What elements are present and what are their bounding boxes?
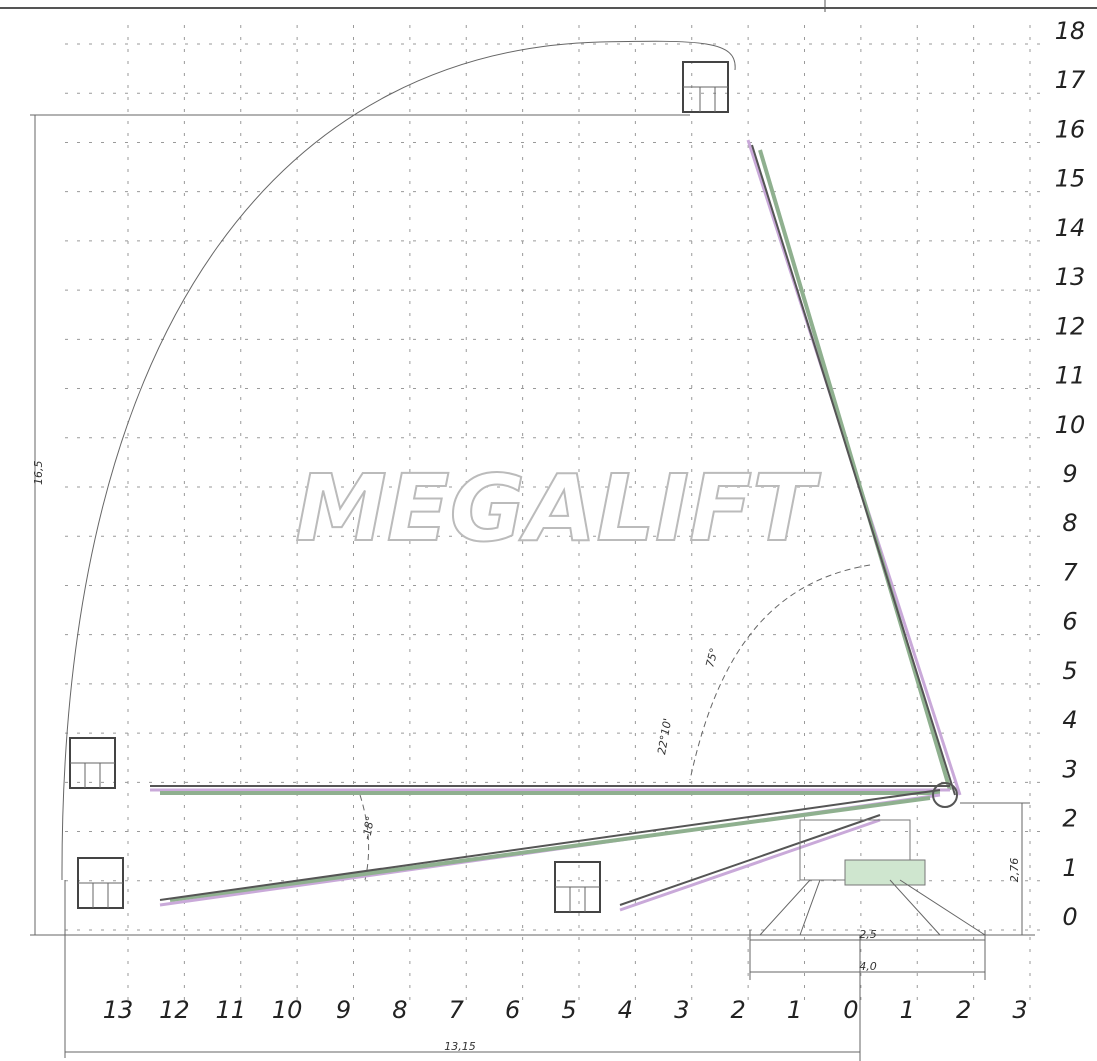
x-label: 6 [505, 996, 520, 1024]
x-label: 11 [215, 996, 246, 1024]
angle-arc [690, 565, 870, 780]
y-label: 11 [1055, 362, 1086, 390]
y-label: 17 [1055, 66, 1086, 94]
y-label: 14 [1055, 214, 1086, 242]
y-label: 1 [1062, 854, 1077, 882]
y-label: 3 [1062, 755, 1077, 783]
x-label: 5 [561, 996, 576, 1024]
x-label: 3 [674, 996, 689, 1024]
x-label: 0 [843, 996, 858, 1024]
y-label: 4 [1062, 706, 1077, 734]
dim-reach: 13,15 [444, 1040, 476, 1053]
diagram: MEGALIFT 16,5 2,5 4,0 2,76 13,15 75° 22°… [0, 0, 1097, 1061]
x-label: 12 [159, 996, 190, 1024]
y-label: 6 [1062, 608, 1077, 636]
x-label: 4 [618, 996, 633, 1024]
y-label: 18 [1055, 17, 1086, 45]
x-label: 2 [730, 996, 745, 1024]
y-label: 13 [1055, 263, 1086, 291]
x-label: 3 [1012, 996, 1027, 1024]
x-label: 10 [272, 996, 303, 1024]
basket-left-low [78, 858, 123, 908]
x-label: 13 [103, 996, 134, 1024]
angle-upper: 75° [703, 647, 721, 669]
watermark: MEGALIFT [295, 455, 821, 562]
dim-base: 2,76 [1008, 858, 1021, 883]
y-label: 8 [1062, 509, 1077, 537]
basket-left-high [70, 738, 115, 788]
y-label: 7 [1062, 558, 1078, 586]
y-label: 12 [1055, 312, 1086, 340]
y-label: 0 [1062, 903, 1077, 931]
x-label: 9 [336, 996, 351, 1024]
y-label: 9 [1062, 460, 1077, 488]
x-label: 7 [449, 996, 465, 1024]
x-label: 8 [392, 996, 407, 1024]
x-label: 1 [900, 996, 915, 1024]
basket-top [683, 62, 728, 112]
boom-low-long [160, 790, 940, 905]
y-label: 16 [1055, 115, 1086, 143]
x-label: 2 [956, 996, 971, 1024]
angle-mid: 22°10' [655, 717, 674, 755]
dim-height: 16,5 [32, 461, 45, 486]
y-label: 5 [1062, 657, 1077, 685]
angle-lower: -18° [360, 815, 377, 840]
dim-outer: 4,0 [859, 960, 877, 973]
y-label: 2 [1062, 805, 1077, 833]
y-label: 10 [1055, 411, 1086, 439]
y-label: 15 [1055, 165, 1086, 193]
x-label: 1 [787, 996, 802, 1024]
basket-middle [555, 862, 600, 912]
dim-inner: 2,5 [859, 928, 877, 941]
boom-horizontal [150, 786, 950, 793]
